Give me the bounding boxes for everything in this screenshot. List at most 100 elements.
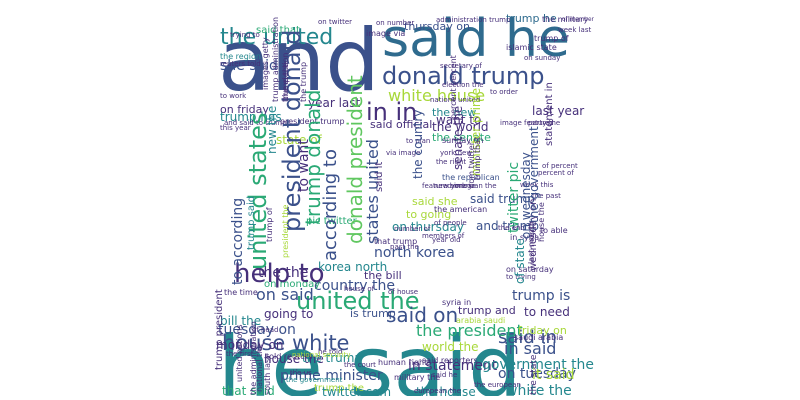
word-saudi-arabia: saudi arabia [514, 333, 563, 342]
word-image-via: image via [366, 29, 405, 38]
word-to-want: to want [296, 139, 312, 192]
word-twitter-com: twitter com [322, 385, 391, 396]
word-the-region: the region [220, 52, 261, 61]
word-to-work: to work [220, 92, 247, 100]
word-statement-in: statement in [544, 82, 555, 146]
word-trump-the: trump the [314, 383, 364, 394]
word-year-last: year last [308, 96, 361, 110]
word-percent-of: percent of [538, 169, 574, 177]
word-american-the: american the [450, 182, 497, 190]
word-trump-of: trump of [265, 207, 274, 242]
word-world-the: world the [422, 340, 479, 354]
word-the-government: the government [286, 376, 343, 384]
word-the-first: the first [226, 350, 254, 358]
word-the-election: the election [281, 53, 290, 100]
word-said-he: said he [432, 371, 457, 379]
word-of-percent: of percent [542, 162, 578, 170]
word-reuters-told: reuters told [220, 60, 261, 68]
word-year-old: year old [432, 236, 461, 244]
word-that-said: that said [222, 384, 275, 396]
word-house-the: house the [264, 352, 324, 366]
word-the-government: the government [527, 126, 541, 223]
word-united-states: united states [244, 113, 272, 270]
word-wednesday-on: wednesday on [528, 199, 539, 271]
word-featured-image: featured image [422, 182, 476, 190]
word-the-state: the state [529, 354, 539, 395]
word-monday-on: monday on [216, 338, 283, 352]
word-is-trump: is trump [350, 307, 396, 320]
word-on-thursday: on thursday [392, 220, 464, 234]
word-of-people: of people [434, 219, 467, 227]
word-friday-on: friday on [518, 324, 567, 337]
word-country-the: country the [314, 278, 395, 294]
word-the-end: the end [498, 224, 525, 232]
word-trump-of: trump of [534, 34, 569, 43]
word-prime-minister: prime minister [280, 368, 383, 384]
word-this-year: this year [220, 124, 251, 132]
word-on-wednesday: on wednesday [519, 152, 533, 239]
word-trump-administration: trump administration [271, 17, 280, 102]
word-said-on: said on [386, 303, 458, 327]
word-national-security: national security [292, 351, 351, 359]
word-want-to: want to [436, 113, 481, 127]
word-she-said: she said [220, 58, 278, 74]
word-president-trump: president trump [280, 117, 345, 126]
word-states-united: states united [363, 139, 382, 244]
word-president-donald: president donald [278, 30, 306, 233]
word-trump-the: trump the [281, 62, 290, 102]
word-the-right: the right [436, 158, 466, 166]
word-to-need: to need [524, 305, 570, 319]
word-house-white: house white [222, 331, 349, 355]
word-image-featured: image featured [500, 119, 554, 127]
word-the-military: the military [542, 15, 588, 24]
word-he-told: he told [318, 348, 342, 356]
word-the-house: the house [416, 385, 476, 396]
word-north-korea: north korea [374, 245, 455, 261]
word-minister-prime: minister prime [469, 88, 483, 176]
word-twitter-pic: twitter pic [506, 162, 522, 233]
word-syria-in: syria in [442, 298, 471, 307]
word-trying-to: trying to [230, 31, 260, 39]
word-trump-has: trump has [220, 110, 282, 124]
word-the-senate: the senate [432, 131, 491, 144]
word-trump-president: trump president [214, 289, 225, 370]
word-pic-twitter: pic twitter [306, 216, 358, 227]
word-said-reporters: said reporters [422, 356, 478, 365]
word-the-trump: the trump [299, 62, 308, 102]
word-the-american: the american [434, 205, 487, 214]
word-trump-and: trump and [458, 304, 516, 317]
word-to-able: to able [540, 226, 568, 235]
word-islamic-state: islamic state [506, 43, 557, 52]
word-in-syria: in syria [510, 233, 539, 242]
word-on-friday: on friday [220, 103, 269, 116]
word-donald-trump: donald trump [382, 62, 544, 90]
word-of-house: of house [388, 288, 418, 296]
word-donald-president: donald president [343, 75, 367, 244]
word-nations-united: nations united [430, 96, 480, 104]
word-state-of: state of [276, 133, 323, 147]
word-to-order: to order [490, 88, 518, 96]
word-on-sunday: on sunday [524, 54, 560, 62]
word-via-image: via image [386, 149, 420, 157]
word-trump-he: trump he [506, 12, 557, 25]
word-the-administration: the administration [249, 321, 258, 395]
word-going-to: going to [264, 307, 313, 321]
word-election-the: election the [442, 81, 484, 89]
word-cloud: and he said said he the united donald trump w… [206, 12, 596, 396]
word-trump-donald: trump donald [301, 90, 325, 225]
word-the-president: the president [416, 321, 523, 340]
word-in-statement: in statement [408, 358, 498, 374]
word-to-plan: to plan [406, 137, 430, 145]
word-on-said: on said [256, 285, 314, 304]
word-secretary-of: secretary of [440, 62, 482, 70]
word-help-to: help to [234, 259, 325, 289]
word-on-number: on number [376, 19, 414, 27]
word-korea-north: korea north [318, 260, 387, 274]
word-military-the: military the [394, 373, 440, 382]
word-senate-the: senate the [451, 106, 465, 170]
word-of-head: of head [252, 326, 278, 334]
word-the-republican: the republican [442, 173, 500, 182]
word-on-tuesday: on tuesday [498, 366, 576, 382]
word-and-trump: and trump [476, 219, 539, 233]
